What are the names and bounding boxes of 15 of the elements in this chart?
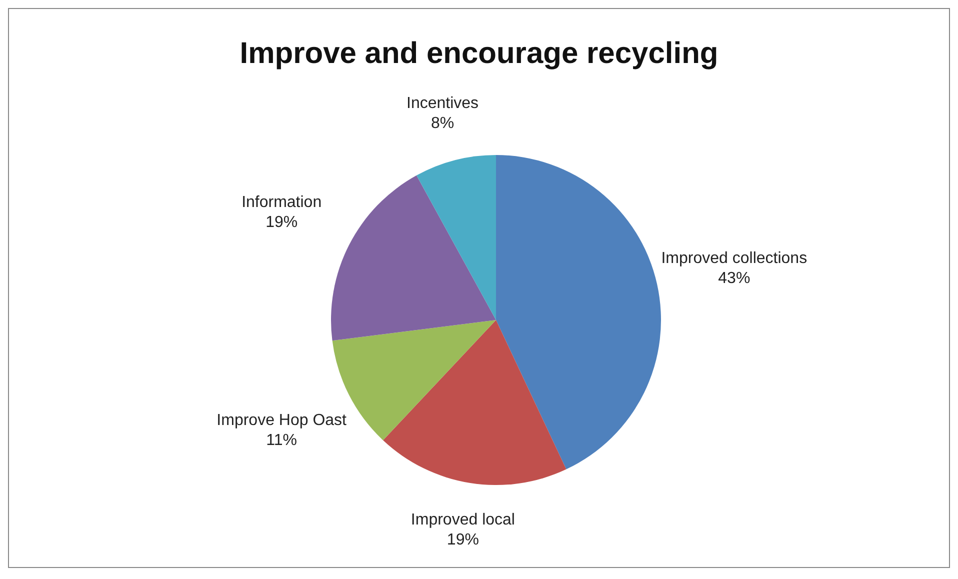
slice-label: Improved local	[410, 512, 515, 529]
chart-title: Improve and encourage recycling	[238, 37, 720, 71]
pie-slice	[496, 155, 661, 470]
data-label: 11%	[266, 432, 298, 450]
slice-label: Incentives	[406, 94, 479, 112]
slice-label: Improved collections	[661, 250, 808, 267]
slice-label: Improve Hop Oast	[216, 412, 348, 430]
data-label: 8%	[430, 114, 454, 132]
slice-label: Information	[242, 194, 322, 211]
pie-slice	[416, 155, 496, 320]
data-label: 43%	[718, 270, 750, 287]
pie-slice	[383, 320, 566, 485]
data-label: 19%	[266, 214, 298, 231]
pie-slice	[331, 175, 496, 341]
data-label: 19%	[446, 532, 479, 549]
